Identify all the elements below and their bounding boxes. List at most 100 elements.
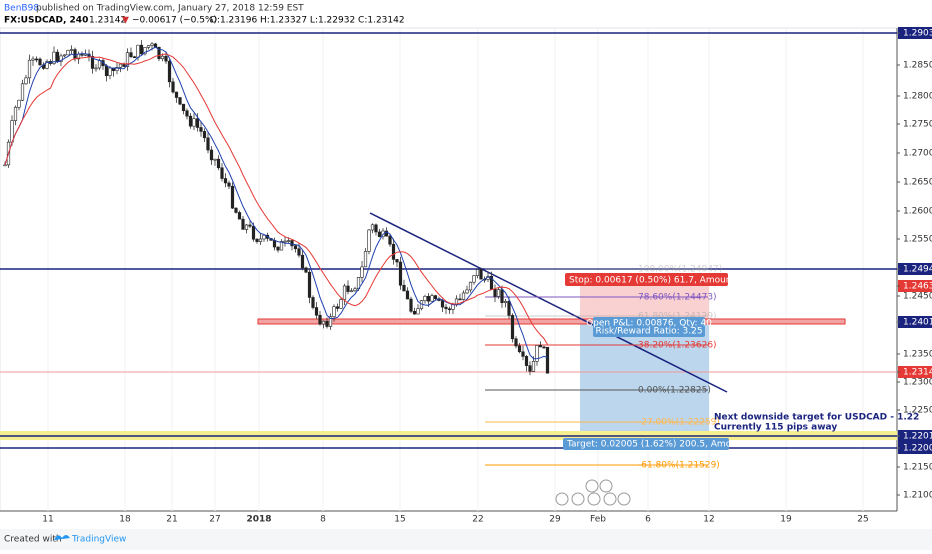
candle-body <box>423 295 427 301</box>
candle-body <box>59 55 63 62</box>
footer-brand[interactable]: TradingView <box>71 535 126 545</box>
candle-body <box>143 47 147 55</box>
target-zone <box>580 322 709 440</box>
fib-label: -61.80%(1.21529) <box>638 461 720 471</box>
candle-body <box>342 285 347 300</box>
candle-body <box>24 77 28 85</box>
price-label: 1.22000 <box>903 444 932 454</box>
price-tag <box>898 366 932 378</box>
candle-body <box>248 224 252 227</box>
price-label: 1.24018 <box>903 318 932 328</box>
candle-body <box>430 295 434 302</box>
candle-body <box>328 316 333 327</box>
candle-body <box>325 320 329 327</box>
event-icon <box>617 492 631 506</box>
price-tag <box>898 263 932 275</box>
candle-body <box>510 315 515 340</box>
price-tag <box>898 27 932 39</box>
price-label: 1.26500 <box>903 178 932 188</box>
header-change: −0.00617 (−0.5%) <box>132 16 217 26</box>
target-label: Target: 0.02005 (1.62%) 200.5, Amount: 1… <box>566 440 767 450</box>
candle-body <box>367 229 371 252</box>
candle-body <box>73 49 77 60</box>
candle-body <box>62 54 67 57</box>
header-arrow: ▼ <box>122 16 129 26</box>
price-label: 1.27000 <box>903 149 932 159</box>
price-label: 1.22500 <box>903 406 932 416</box>
candle-body <box>493 289 497 297</box>
candle-body <box>398 261 403 286</box>
candle-body <box>286 240 291 242</box>
candle-body <box>202 131 207 139</box>
time-label: 19 <box>780 515 792 525</box>
candle-body <box>223 178 228 184</box>
candle-body <box>27 59 32 79</box>
candle-body <box>230 185 235 209</box>
header-author[interactable]: BenB98 <box>4 4 39 14</box>
candle-body <box>496 289 501 297</box>
candle-body <box>321 320 326 325</box>
candle-body <box>472 275 476 283</box>
candle-body <box>115 67 119 71</box>
candle-body <box>391 243 396 260</box>
trend-line <box>369 212 728 393</box>
fib-label: 0.00%(1.22825) <box>638 386 711 396</box>
candle-body <box>234 207 238 213</box>
fib-label: 38.20%(1.23626) <box>638 341 717 351</box>
footer-created: Created with <box>4 535 62 545</box>
header-last: 1.23142 <box>89 16 126 26</box>
time-label: 6 <box>645 515 651 525</box>
moving-average <box>4 53 548 345</box>
time-label: 2018 <box>246 515 271 525</box>
candle-body <box>545 346 550 374</box>
event-icon <box>603 492 617 506</box>
candle-body <box>146 45 151 48</box>
price-label: 1.28000 <box>903 92 932 102</box>
candle-body <box>433 295 438 299</box>
candle-body <box>297 248 301 256</box>
candle-body <box>160 55 165 60</box>
fib-label: 61.80%(1.24129) <box>638 312 717 322</box>
candle-body <box>164 55 168 62</box>
candle-body <box>307 271 312 298</box>
event-icon <box>555 492 569 506</box>
candle-body <box>500 289 504 303</box>
candle-body <box>272 240 277 248</box>
candle-body <box>244 224 249 230</box>
event-icon <box>585 479 599 493</box>
candle-body <box>206 137 210 151</box>
price-tag <box>898 316 932 328</box>
price-tag <box>898 442 932 454</box>
candle-body <box>34 58 39 61</box>
candle-body <box>426 295 431 302</box>
candle-body <box>314 307 319 316</box>
candle-body <box>360 266 364 278</box>
ratio-label: Risk/Reward Ratio: 3.25 <box>595 327 702 337</box>
candle-body <box>538 345 543 348</box>
candle-body <box>374 224 378 233</box>
candle-body <box>118 63 123 68</box>
candle-body <box>66 50 70 56</box>
time-label: 22 <box>472 515 483 525</box>
time-label: 12 <box>703 515 714 525</box>
stop-label: Stop: 0.00617 (0.50%) 61.7, Amount: 0.75 <box>569 276 761 286</box>
candle-body <box>241 218 245 230</box>
candle-body <box>108 67 112 76</box>
candle-body <box>353 288 357 292</box>
candle-body <box>465 289 469 294</box>
candle-body <box>517 345 522 353</box>
time-label: 18 <box>119 515 131 525</box>
target-box <box>563 438 729 450</box>
candle-body <box>20 83 25 101</box>
candle-body <box>216 158 221 169</box>
price-label: 1.26000 <box>903 207 932 217</box>
candle-body <box>220 167 224 179</box>
price-label: 1.23500 <box>903 350 932 360</box>
candle-body <box>349 290 354 293</box>
candle-body <box>251 225 256 240</box>
price-label: 1.24948 <box>903 265 932 275</box>
header-symbol: FX:USDCAD, 240 <box>4 16 88 26</box>
pnl-box <box>593 317 705 337</box>
candle-body <box>3 164 7 167</box>
